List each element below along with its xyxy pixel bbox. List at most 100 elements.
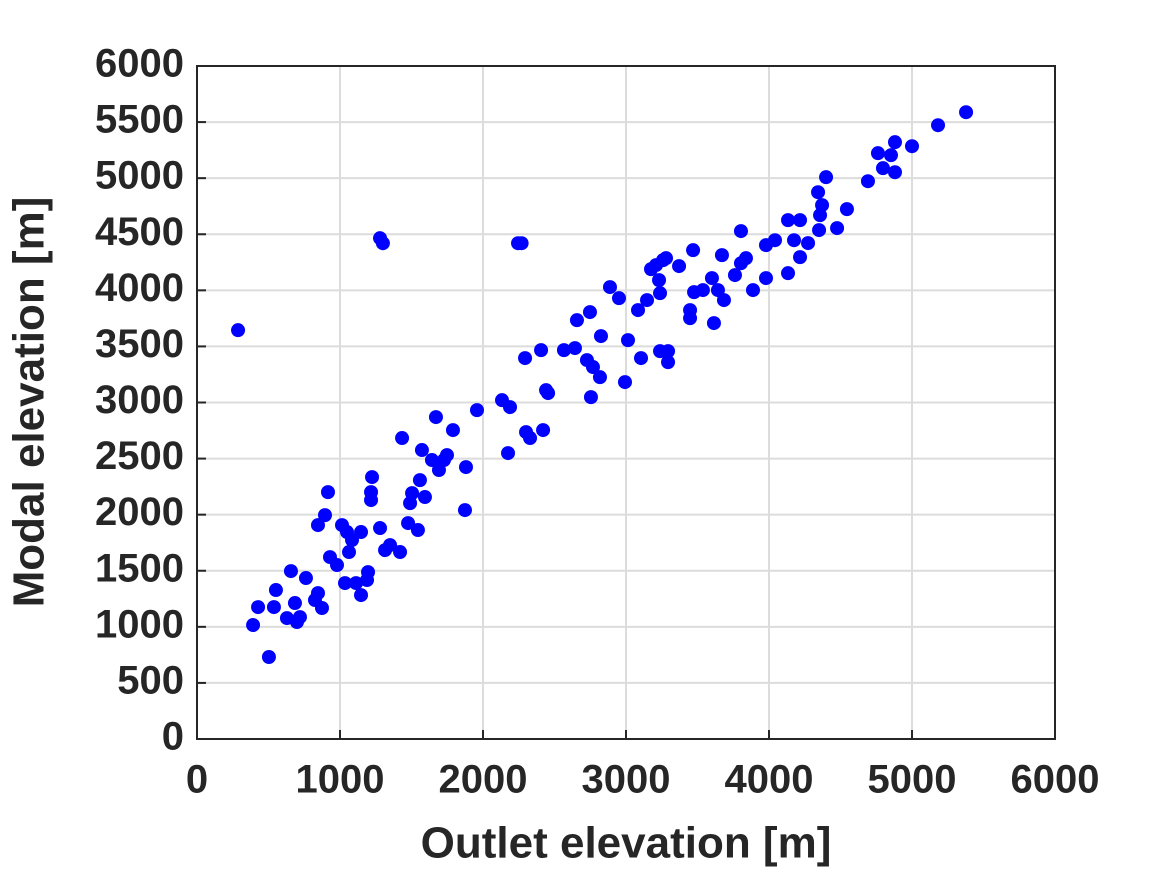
point (583, 390, 598, 405)
point (556, 343, 571, 358)
point (959, 105, 974, 120)
point (536, 423, 551, 438)
point (417, 490, 432, 505)
y-tick-label: 2000 (95, 490, 184, 534)
y-tick-label: 5500 (95, 98, 184, 142)
point (320, 485, 335, 500)
point (758, 271, 773, 286)
point (445, 423, 460, 438)
x-tick-label: 6000 (1011, 758, 1100, 802)
point (412, 473, 427, 488)
y-tick-label: 3000 (95, 378, 184, 422)
point (883, 148, 898, 163)
point (261, 650, 276, 665)
point (634, 351, 649, 366)
point (659, 251, 674, 266)
point (745, 283, 760, 298)
y-tick-label: 6000 (95, 42, 184, 86)
x-tick-label: 1000 (296, 758, 385, 802)
point (383, 538, 398, 553)
point (716, 293, 731, 308)
x-tick-label: 2000 (439, 758, 528, 802)
point (631, 303, 646, 318)
point (768, 233, 783, 248)
point (395, 431, 410, 446)
point (298, 571, 313, 586)
point (338, 576, 353, 591)
point (801, 236, 816, 251)
point (617, 375, 632, 390)
point (314, 600, 329, 615)
point (292, 610, 307, 625)
point (704, 271, 719, 286)
point (231, 323, 246, 338)
point (514, 236, 529, 251)
point (503, 400, 518, 415)
y-tick-label: 3500 (95, 322, 184, 366)
point (819, 170, 834, 185)
point (361, 565, 376, 580)
point (931, 118, 946, 133)
point (458, 460, 473, 475)
point (410, 523, 425, 538)
point (354, 525, 369, 540)
y-tick-label: 4000 (95, 266, 184, 310)
point (661, 344, 676, 359)
point (405, 486, 420, 501)
point (469, 403, 484, 418)
y-axis-label: Modal elevation [m] (5, 197, 54, 608)
point (428, 410, 443, 425)
point (393, 545, 408, 560)
point (905, 139, 919, 154)
point (781, 266, 796, 281)
x-tick-label: 3000 (582, 758, 671, 802)
point (887, 165, 902, 180)
point (317, 508, 332, 523)
point (727, 268, 742, 283)
point (439, 448, 454, 463)
point (781, 213, 796, 228)
x-axis-label: Outlet elevation [m] (421, 819, 832, 868)
point (354, 588, 369, 603)
point (287, 596, 302, 611)
point (534, 343, 549, 358)
point (342, 545, 357, 560)
point (501, 446, 516, 461)
y-tick-label: 500 (117, 658, 184, 702)
x-tick-label: 5000 (868, 758, 957, 802)
point (839, 202, 854, 217)
point (567, 341, 582, 356)
y-tick-label: 0 (162, 715, 184, 759)
point (812, 223, 827, 238)
point (860, 174, 875, 189)
point (266, 600, 281, 615)
point (457, 503, 472, 518)
point (787, 233, 802, 248)
point (518, 351, 533, 366)
y-tick-label: 4500 (95, 210, 184, 254)
point (738, 251, 753, 266)
point (733, 224, 748, 239)
point (672, 259, 687, 274)
point (870, 146, 885, 161)
point (793, 213, 808, 228)
point (621, 333, 636, 348)
point (593, 329, 608, 344)
point (373, 521, 388, 536)
y-tick-label: 1500 (95, 546, 184, 590)
point (875, 161, 890, 176)
point (424, 453, 439, 468)
point (592, 370, 607, 385)
point (365, 470, 380, 485)
point (414, 443, 429, 458)
point (661, 355, 676, 370)
point (569, 313, 584, 328)
point (793, 250, 808, 265)
point (811, 185, 826, 200)
point (887, 135, 902, 150)
point (541, 386, 556, 401)
x-tick-label: 4000 (725, 758, 814, 802)
point (652, 273, 667, 288)
points (231, 105, 974, 665)
